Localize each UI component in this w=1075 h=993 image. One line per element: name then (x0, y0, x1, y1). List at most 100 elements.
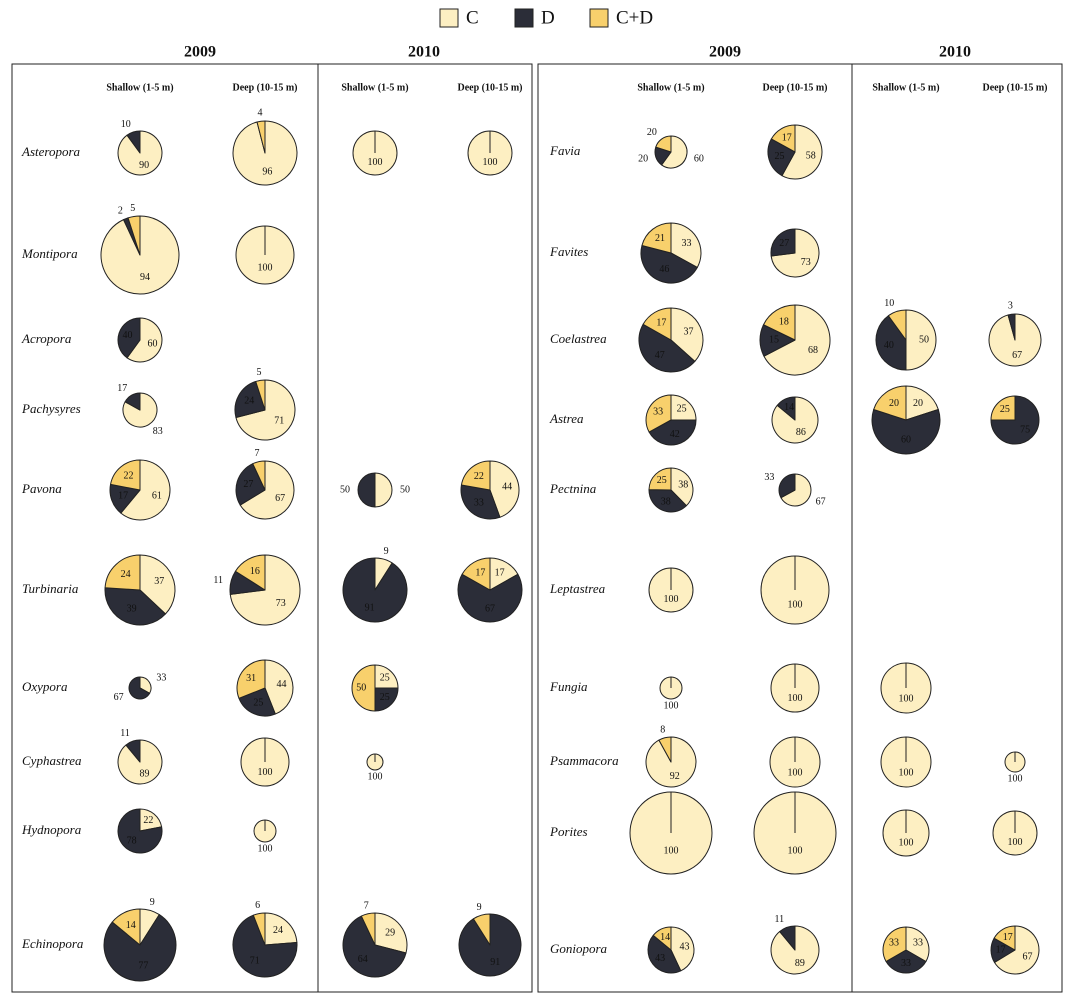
value-label: 18 (779, 317, 789, 328)
value-label: 44 (277, 679, 287, 690)
value-label: 67 (275, 493, 285, 504)
pie-slice (117, 808, 163, 854)
genus-label: Coelastrea (550, 331, 607, 346)
pie-slice (472, 913, 491, 946)
pie-slice (871, 408, 941, 455)
pie-slice (767, 138, 796, 177)
pie-slice (887, 309, 907, 341)
value-label: 50 (340, 484, 350, 495)
column-header: Deep (10-15 m) (233, 82, 298, 93)
value-label: 89 (139, 769, 149, 780)
value-label: 33 (653, 407, 663, 418)
pie-slice (770, 228, 796, 257)
value-label: 100 (258, 262, 273, 273)
value-label: 17 (495, 568, 505, 579)
value-label: 100 (788, 600, 803, 611)
pie-slice (771, 396, 819, 444)
value-label: 73 (276, 598, 286, 609)
pie-slice (110, 459, 141, 491)
pie-slice (647, 934, 682, 974)
value-label: 25 (1000, 404, 1010, 415)
pie-slice (990, 395, 1016, 421)
value-label: 100 (788, 693, 803, 704)
value-label: 90 (139, 160, 149, 171)
pie-slice (374, 687, 399, 712)
value-label: 68 (808, 345, 818, 356)
value-label: 100 (258, 843, 273, 854)
value-label: 24 (244, 396, 254, 407)
pie-slice (255, 379, 266, 411)
value-label: 22 (474, 471, 484, 482)
genus-label: Fungia (549, 679, 588, 694)
value-label: 24 (273, 925, 283, 936)
value-label: 17 (996, 945, 1006, 956)
value-label: 7 (255, 448, 260, 459)
value-label: 37 (684, 326, 694, 337)
genus-label: Acropora (21, 331, 72, 346)
pie-slice (117, 317, 141, 359)
value-label: 33 (474, 498, 484, 509)
value-label: 31 (246, 673, 256, 684)
value-label: 22 (143, 815, 153, 826)
column-header: Shallow (1-5 m) (341, 82, 408, 93)
pie-slice (126, 317, 163, 363)
value-label: 17 (782, 132, 792, 143)
pie-slice (670, 307, 704, 362)
pie-slice (232, 914, 298, 978)
value-label: 91 (365, 603, 375, 614)
genus-label: Turbinaria (22, 581, 79, 596)
value-label: 67 (1023, 951, 1033, 962)
genus-label: Oxypora (22, 679, 68, 694)
value-label: 94 (140, 272, 150, 283)
pie-slice (640, 245, 698, 284)
value-label: 42 (670, 429, 680, 440)
panel-frame (11, 63, 533, 993)
pie-slice (357, 472, 376, 508)
pie-slice (776, 396, 796, 421)
genus-label: Asteropora (21, 144, 81, 159)
value-label: 38 (678, 479, 688, 490)
pie-slice (458, 913, 522, 977)
value-label: 44 (502, 481, 512, 492)
pie-slice (990, 395, 1040, 445)
value-label: 17 (475, 568, 485, 579)
genus-label: Astrea (549, 411, 584, 426)
value-label: 60 (148, 338, 158, 349)
genus-label: Echinopora (21, 936, 84, 951)
pie-slice (885, 949, 927, 974)
legend-label: C (466, 7, 479, 28)
column-header: Deep (10-15 m) (458, 82, 523, 93)
value-label: 25 (380, 673, 390, 684)
pie-slice (342, 915, 407, 978)
genus-label: Favia (549, 143, 581, 158)
value-label: 17 (118, 490, 128, 501)
value-label: 7 (364, 900, 369, 911)
value-label: 3 (1008, 301, 1013, 312)
pie-slice (648, 419, 697, 446)
value-label: 64 (358, 954, 368, 965)
pie-slice (652, 926, 672, 951)
column-header: Shallow (1-5 m) (637, 82, 704, 93)
value-label: 11 (120, 728, 130, 739)
pie-slice (236, 659, 266, 699)
value-label: 6 (255, 900, 260, 911)
value-label: 100 (899, 768, 914, 779)
pie-slice (460, 484, 501, 520)
pie-slice (120, 459, 171, 521)
value-label: 100 (368, 157, 383, 168)
value-label: 25 (657, 475, 667, 486)
year-header: 2009 (184, 44, 216, 61)
value-label: 33 (156, 673, 166, 684)
value-label: 71 (274, 415, 284, 426)
column-header: Deep (10-15 m) (763, 82, 828, 93)
value-label: 33 (764, 472, 774, 483)
value-label: 100 (1008, 773, 1023, 784)
legend-swatch (439, 8, 459, 28)
pie-slice (641, 222, 672, 254)
value-label: 40 (122, 330, 132, 341)
value-label: 58 (806, 150, 816, 161)
pie-slice (235, 463, 266, 506)
value-label: 11 (213, 575, 223, 586)
pie-slice (111, 908, 141, 946)
